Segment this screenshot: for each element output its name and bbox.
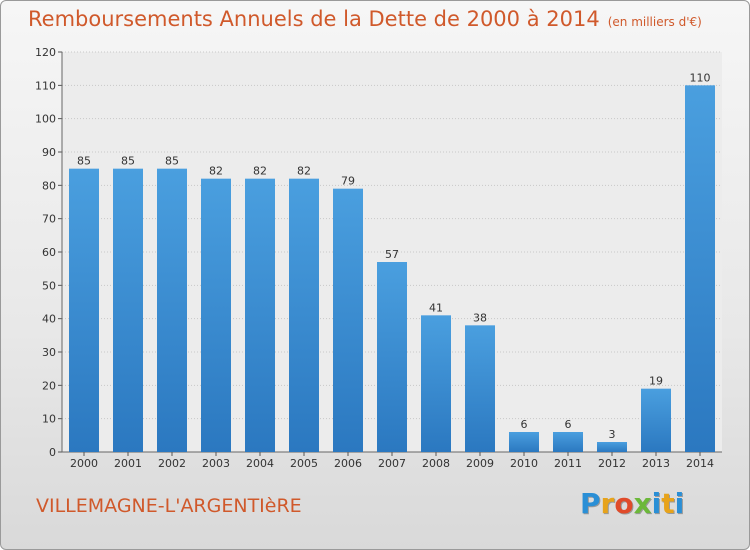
y-tick-label: 10 [42,413,56,426]
y-tick-label: 60 [42,246,56,259]
logo-letter: t [661,487,675,520]
x-tick-label: 2009 [466,457,494,470]
logo-letter: i [651,487,662,520]
logo-letter: i [674,487,685,520]
data-label: 3 [609,428,616,441]
x-tick-label: 2004 [246,457,274,470]
x-tick-label: 2011 [554,457,582,470]
chart-title: Remboursements Annuels de la Dette de 20… [28,7,702,31]
data-label: 38 [473,311,487,324]
x-tick-label: 2014 [686,457,714,470]
x-tick-label: 2000 [70,457,98,470]
y-tick-label: 50 [42,279,56,292]
x-tick-label: 2006 [334,457,362,470]
x-tick-label: 2012 [598,457,626,470]
data-label: 82 [209,165,223,178]
y-tick-label: 30 [42,346,56,359]
bar [597,442,627,452]
data-label: 82 [253,165,267,178]
x-tick-label: 2007 [378,457,406,470]
bar [113,168,143,452]
bar [421,315,451,452]
data-label: 6 [521,418,528,431]
x-tick-label: 2002 [158,457,186,470]
y-tick-label: 40 [42,313,56,326]
x-tick-label: 2005 [290,457,318,470]
data-label: 85 [77,155,91,168]
bar [377,262,407,452]
x-tick-label: 2008 [422,457,450,470]
y-tick-label: 0 [49,446,56,459]
logo-letter: r [600,487,615,520]
bar [685,85,715,452]
data-label: 79 [341,175,355,188]
bar [157,168,187,452]
data-label: 85 [165,155,179,168]
chart-title-main: Remboursements Annuels de la Dette de 20… [28,7,600,31]
y-tick-label: 120 [35,46,56,59]
bar [245,178,275,452]
x-tick-label: 2013 [642,457,670,470]
commune-name: VILLEMAGNE-L'ARGENTIèRE [36,495,302,517]
bar [509,432,539,452]
y-tick-label: 110 [35,79,56,92]
chart-title-unit: (en milliers d'€) [607,15,702,29]
x-tick-label: 2003 [202,457,230,470]
x-tick-label: 2010 [510,457,538,470]
data-label: 19 [649,375,663,388]
bar [69,168,99,452]
y-tick-label: 90 [42,146,56,159]
data-label: 57 [385,248,399,261]
x-tick-label: 2001 [114,457,142,470]
proxiti-logo: Proxiti [580,487,684,520]
bar [333,188,363,452]
y-tick-label: 80 [42,179,56,192]
bar [641,388,671,452]
y-tick-label: 70 [42,213,56,226]
data-label: 110 [690,71,711,84]
data-label: 41 [429,301,443,314]
bar [289,178,319,452]
data-label: 82 [297,165,311,178]
logo-letter: o [614,487,634,520]
bar [465,325,495,452]
bar [201,178,231,452]
logo-letter: x [633,487,652,520]
bar [553,432,583,452]
data-label: 85 [121,155,135,168]
y-tick-label: 100 [35,113,56,126]
logo-letter: P [580,487,601,520]
data-label: 6 [565,418,572,431]
y-tick-label: 20 [42,379,56,392]
